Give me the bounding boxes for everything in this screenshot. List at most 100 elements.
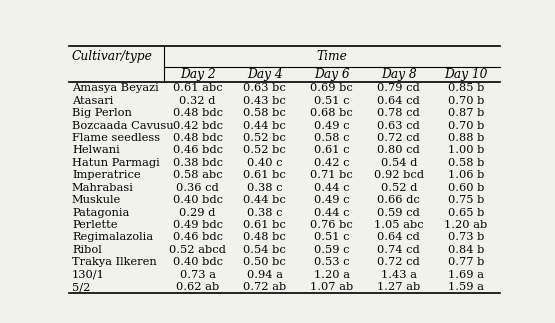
Text: 0.75 b: 0.75 b xyxy=(448,195,484,205)
Text: Regimalazolia: Regimalazolia xyxy=(72,233,153,243)
Text: 0.38 bdc: 0.38 bdc xyxy=(173,158,223,168)
Text: Day 2: Day 2 xyxy=(180,68,215,81)
Text: 0.40 bdc: 0.40 bdc xyxy=(173,195,223,205)
Text: 0.49 c: 0.49 c xyxy=(314,120,350,130)
Text: Muskule: Muskule xyxy=(72,195,121,205)
Text: 0.80 cd: 0.80 cd xyxy=(377,145,420,155)
Text: 0.43 bc: 0.43 bc xyxy=(243,96,286,106)
Text: 0.36 cd: 0.36 cd xyxy=(176,183,219,193)
Text: 0.46 bdc: 0.46 bdc xyxy=(173,233,223,243)
Text: Atasari: Atasari xyxy=(72,96,113,106)
Text: 0.84 b: 0.84 b xyxy=(448,245,484,255)
Text: 0.60 b: 0.60 b xyxy=(448,183,484,193)
Text: Ribol: Ribol xyxy=(72,245,102,255)
Text: 0.44 c: 0.44 c xyxy=(314,208,350,218)
Text: 0.38 c: 0.38 c xyxy=(247,183,282,193)
Text: 0.92 bcd: 0.92 bcd xyxy=(374,170,424,180)
Text: 0.58 b: 0.58 b xyxy=(448,158,484,168)
Text: 0.61 abc: 0.61 abc xyxy=(173,83,223,93)
Text: 1.69 a: 1.69 a xyxy=(448,270,484,280)
Text: 0.87 b: 0.87 b xyxy=(448,108,484,118)
Text: Imperatrice: Imperatrice xyxy=(72,170,140,180)
Text: 0.44 bc: 0.44 bc xyxy=(243,120,286,130)
Text: Bozcaada Cavusu: Bozcaada Cavusu xyxy=(72,120,174,130)
Text: 0.59 cd: 0.59 cd xyxy=(377,208,420,218)
Text: 0.72 cd: 0.72 cd xyxy=(377,133,420,143)
Text: 0.48 bdc: 0.48 bdc xyxy=(173,133,223,143)
Text: 0.49 bdc: 0.49 bdc xyxy=(173,220,223,230)
Text: 0.52 abcd: 0.52 abcd xyxy=(169,245,226,255)
Text: 0.51 c: 0.51 c xyxy=(314,96,350,106)
Text: Flame seedless: Flame seedless xyxy=(72,133,160,143)
Text: 0.42 bdc: 0.42 bdc xyxy=(173,120,223,130)
Text: 130/1: 130/1 xyxy=(72,270,105,280)
Text: Time: Time xyxy=(316,50,347,63)
Text: 5/2: 5/2 xyxy=(72,282,90,292)
Text: 0.73 b: 0.73 b xyxy=(448,233,484,243)
Text: Cultivar/type: Cultivar/type xyxy=(72,50,153,63)
Text: 0.61 c: 0.61 c xyxy=(314,145,350,155)
Text: 1.06 b: 1.06 b xyxy=(448,170,484,180)
Text: 0.62 ab: 0.62 ab xyxy=(176,282,219,292)
Text: 0.46 bdc: 0.46 bdc xyxy=(173,145,223,155)
Text: 0.32 d: 0.32 d xyxy=(179,96,216,106)
Text: Mahrabasi: Mahrabasi xyxy=(72,183,134,193)
Text: 0.40 c: 0.40 c xyxy=(247,158,282,168)
Text: 0.69 bc: 0.69 bc xyxy=(310,83,353,93)
Text: 0.53 c: 0.53 c xyxy=(314,257,350,267)
Text: Helwani: Helwani xyxy=(72,145,120,155)
Text: 0.44 bc: 0.44 bc xyxy=(243,195,286,205)
Text: 0.52 d: 0.52 d xyxy=(381,183,417,193)
Text: 0.79 cd: 0.79 cd xyxy=(377,83,420,93)
Text: 0.88 b: 0.88 b xyxy=(448,133,484,143)
Text: 0.61 bc: 0.61 bc xyxy=(243,220,286,230)
Text: 0.48 bc: 0.48 bc xyxy=(243,233,286,243)
Text: 0.52 bc: 0.52 bc xyxy=(243,145,286,155)
Text: 0.59 c: 0.59 c xyxy=(314,245,350,255)
Text: 0.76 bc: 0.76 bc xyxy=(310,220,353,230)
Text: 0.54 bc: 0.54 bc xyxy=(243,245,286,255)
Text: 0.65 b: 0.65 b xyxy=(448,208,484,218)
Text: 1.07 ab: 1.07 ab xyxy=(310,282,354,292)
Text: 1.20 a: 1.20 a xyxy=(314,270,350,280)
Text: Big Perlon: Big Perlon xyxy=(72,108,132,118)
Text: 0.85 b: 0.85 b xyxy=(448,83,484,93)
Text: 0.49 c: 0.49 c xyxy=(314,195,350,205)
Text: 0.70 b: 0.70 b xyxy=(448,96,484,106)
Text: 0.94 a: 0.94 a xyxy=(246,270,282,280)
Text: 1.05 abc: 1.05 abc xyxy=(374,220,423,230)
Text: Day 4: Day 4 xyxy=(247,68,282,81)
Text: 0.66 dc: 0.66 dc xyxy=(377,195,420,205)
Text: 0.72 cd: 0.72 cd xyxy=(377,257,420,267)
Text: 1.00 b: 1.00 b xyxy=(448,145,484,155)
Text: 1.43 a: 1.43 a xyxy=(381,270,417,280)
Text: 0.73 a: 0.73 a xyxy=(180,270,215,280)
Text: 0.42 c: 0.42 c xyxy=(314,158,350,168)
Text: Day 10: Day 10 xyxy=(444,68,488,81)
Text: 0.58 abc: 0.58 abc xyxy=(173,170,223,180)
Text: 0.71 bc: 0.71 bc xyxy=(310,170,353,180)
Text: 0.78 cd: 0.78 cd xyxy=(377,108,420,118)
Text: 0.74 cd: 0.74 cd xyxy=(377,245,420,255)
Text: 0.61 bc: 0.61 bc xyxy=(243,170,286,180)
Text: 0.50 bc: 0.50 bc xyxy=(243,257,286,267)
Text: 0.51 c: 0.51 c xyxy=(314,233,350,243)
Text: 0.58 c: 0.58 c xyxy=(314,133,350,143)
Text: 0.77 b: 0.77 b xyxy=(448,257,484,267)
Text: Amasya Beyazi: Amasya Beyazi xyxy=(72,83,159,93)
Text: 0.63 cd: 0.63 cd xyxy=(377,120,420,130)
Text: 0.54 d: 0.54 d xyxy=(381,158,417,168)
Text: 1.20 ab: 1.20 ab xyxy=(445,220,488,230)
Text: Patagonia: Patagonia xyxy=(72,208,129,218)
Text: 0.72 ab: 0.72 ab xyxy=(243,282,286,292)
Text: 0.64 cd: 0.64 cd xyxy=(377,233,420,243)
Text: 1.59 a: 1.59 a xyxy=(448,282,484,292)
Text: Day 6: Day 6 xyxy=(314,68,350,81)
Text: Perlette: Perlette xyxy=(72,220,118,230)
Text: 0.44 c: 0.44 c xyxy=(314,183,350,193)
Text: 0.40 bdc: 0.40 bdc xyxy=(173,257,223,267)
Text: 0.70 b: 0.70 b xyxy=(448,120,484,130)
Text: 1.27 ab: 1.27 ab xyxy=(377,282,421,292)
Text: Day 8: Day 8 xyxy=(381,68,417,81)
Text: 0.58 bc: 0.58 bc xyxy=(243,108,286,118)
